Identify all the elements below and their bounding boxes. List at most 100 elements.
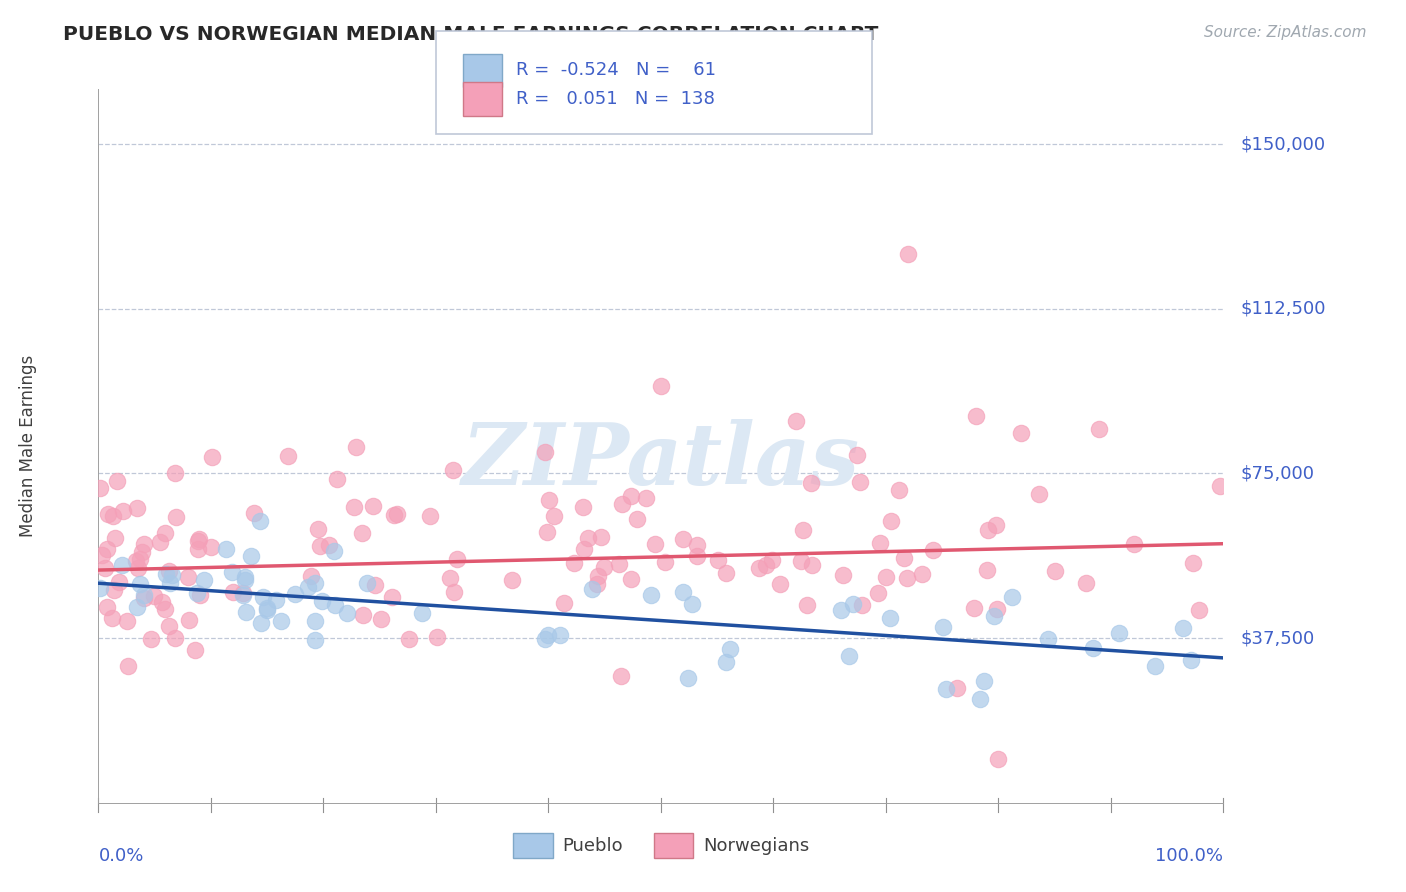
Point bbox=[581, 582, 603, 597]
Point bbox=[326, 472, 349, 486]
Point bbox=[232, 586, 254, 600]
Point bbox=[304, 633, 326, 648]
Point bbox=[239, 549, 262, 563]
Point bbox=[654, 555, 676, 569]
Point bbox=[108, 575, 131, 590]
Point bbox=[159, 619, 181, 633]
Point bbox=[201, 450, 224, 465]
Point bbox=[304, 576, 326, 591]
Point bbox=[356, 576, 378, 591]
Point bbox=[1036, 632, 1059, 646]
Point bbox=[838, 649, 860, 664]
Point bbox=[534, 445, 557, 459]
Point bbox=[235, 570, 257, 584]
Point bbox=[249, 514, 271, 528]
Point bbox=[325, 599, 347, 613]
Point bbox=[153, 525, 176, 540]
Point bbox=[869, 536, 891, 550]
Point bbox=[572, 542, 595, 557]
Point bbox=[796, 599, 818, 613]
Point bbox=[125, 554, 148, 568]
Point bbox=[160, 568, 183, 582]
Point bbox=[976, 564, 998, 578]
Point bbox=[619, 572, 641, 586]
Point bbox=[984, 518, 1007, 533]
Point bbox=[235, 605, 257, 619]
Point bbox=[672, 585, 695, 599]
Point bbox=[309, 539, 332, 553]
Point bbox=[1028, 487, 1050, 501]
Point bbox=[790, 554, 813, 568]
Point bbox=[537, 628, 560, 642]
Point bbox=[553, 597, 575, 611]
Point bbox=[297, 580, 319, 594]
Point bbox=[879, 611, 901, 625]
Point bbox=[142, 589, 165, 603]
Point bbox=[748, 561, 770, 575]
Point bbox=[977, 523, 1000, 537]
Point bbox=[845, 448, 868, 462]
Point bbox=[755, 558, 778, 572]
Point bbox=[250, 616, 273, 631]
Point bbox=[117, 614, 139, 628]
Point bbox=[187, 533, 209, 548]
Point bbox=[945, 681, 967, 695]
Point bbox=[252, 590, 274, 604]
Point bbox=[132, 537, 155, 551]
Point bbox=[932, 620, 955, 634]
Point bbox=[650, 378, 672, 392]
Point bbox=[299, 569, 322, 583]
Point bbox=[398, 632, 420, 647]
Point bbox=[159, 576, 181, 591]
Point bbox=[619, 489, 641, 503]
Point bbox=[384, 508, 406, 522]
Point bbox=[97, 507, 120, 521]
Point bbox=[163, 631, 186, 645]
Point bbox=[323, 544, 346, 558]
Point bbox=[361, 499, 384, 513]
Point bbox=[304, 614, 326, 628]
Point bbox=[887, 483, 910, 498]
Point bbox=[897, 247, 920, 261]
Point bbox=[131, 545, 153, 559]
Point bbox=[986, 602, 1008, 616]
Point bbox=[165, 509, 187, 524]
Point bbox=[501, 573, 523, 587]
Point bbox=[446, 551, 468, 566]
Point bbox=[284, 586, 307, 600]
Point bbox=[1108, 626, 1130, 640]
Point bbox=[129, 552, 152, 566]
Point bbox=[232, 588, 254, 602]
Point bbox=[1181, 556, 1204, 570]
Point bbox=[132, 591, 155, 605]
Point bbox=[842, 597, 865, 611]
Point bbox=[1122, 537, 1144, 551]
Point bbox=[714, 566, 737, 580]
Point bbox=[342, 500, 364, 515]
Point bbox=[1043, 564, 1066, 578]
Point bbox=[537, 492, 560, 507]
Point bbox=[336, 606, 359, 620]
Point bbox=[149, 534, 172, 549]
Point bbox=[612, 497, 634, 511]
Point bbox=[640, 589, 662, 603]
Point bbox=[543, 508, 565, 523]
Point bbox=[117, 659, 139, 673]
Point bbox=[155, 567, 177, 582]
Point bbox=[256, 601, 278, 615]
Point bbox=[186, 585, 208, 599]
Point bbox=[104, 531, 127, 545]
Point bbox=[935, 681, 957, 696]
Point bbox=[105, 474, 128, 488]
Point bbox=[785, 414, 807, 428]
Point bbox=[89, 481, 111, 495]
Point bbox=[562, 556, 585, 570]
Point bbox=[89, 581, 111, 595]
Point bbox=[1144, 658, 1167, 673]
Text: R =   0.051   N =  138: R = 0.051 N = 138 bbox=[516, 90, 714, 108]
Point bbox=[893, 551, 915, 566]
Point bbox=[718, 642, 741, 657]
Point bbox=[1180, 653, 1202, 667]
Point bbox=[307, 522, 329, 536]
Point bbox=[896, 571, 918, 585]
